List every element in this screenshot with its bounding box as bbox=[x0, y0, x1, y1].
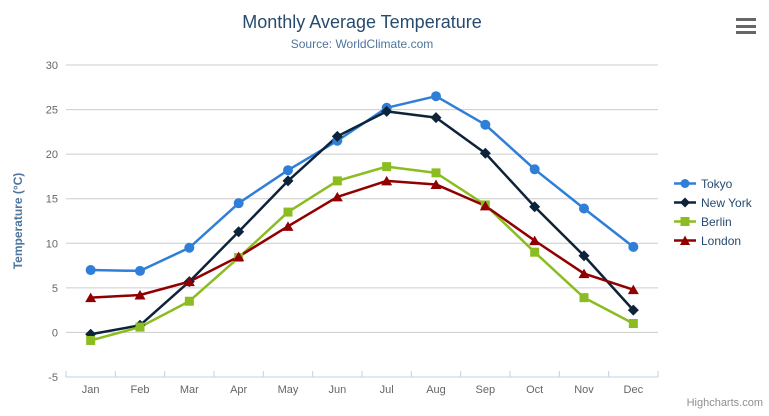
marker-london[interactable] bbox=[381, 175, 393, 186]
x-tick-label: Nov bbox=[574, 384, 594, 396]
marker-london[interactable] bbox=[282, 221, 294, 231]
marker-tokyo[interactable] bbox=[85, 265, 96, 276]
marker-berlin[interactable] bbox=[382, 162, 392, 172]
marker-berlin[interactable] bbox=[283, 207, 293, 217]
marker-new-york[interactable] bbox=[282, 175, 294, 187]
x-tick-label: Apr bbox=[230, 384, 247, 396]
legend-item-london[interactable]: London bbox=[674, 231, 752, 250]
marker-london[interactable] bbox=[233, 251, 245, 262]
marker-london[interactable] bbox=[430, 179, 442, 189]
x-tick-label: Dec bbox=[624, 384, 644, 396]
x-tick-label: Jan bbox=[82, 384, 100, 396]
legend-item-tokyo[interactable]: Tokyo bbox=[674, 174, 752, 193]
series-line-berlin[interactable] bbox=[89, 165, 635, 342]
marker-new-york[interactable] bbox=[627, 304, 639, 316]
marker-berlin[interactable] bbox=[628, 319, 638, 329]
marker-tokyo[interactable] bbox=[135, 265, 145, 276]
marker-berlin[interactable] bbox=[184, 296, 194, 306]
x-tick-label: Feb bbox=[131, 384, 150, 396]
y-tick-label: 5 bbox=[52, 283, 58, 295]
legend-symbol-circle-icon bbox=[674, 179, 696, 188]
y-tick-label: 15 bbox=[46, 194, 58, 206]
hamburger-icon bbox=[736, 18, 756, 21]
marker-london[interactable] bbox=[529, 235, 541, 246]
legend-label: New York bbox=[701, 195, 752, 210]
x-tick-label: Sep bbox=[476, 384, 496, 396]
x-tick-label: Aug bbox=[426, 384, 446, 396]
marker-berlin[interactable] bbox=[431, 168, 441, 178]
marker-new-york[interactable] bbox=[430, 112, 442, 124]
x-tick-label: Oct bbox=[526, 384, 543, 396]
y-tick-label: 25 bbox=[46, 105, 58, 117]
marker-new-york[interactable] bbox=[233, 226, 245, 238]
y-axis-title: Temperature (°C) bbox=[11, 172, 25, 270]
marker-tokyo[interactable] bbox=[529, 164, 540, 175]
legend-label: London bbox=[701, 233, 742, 248]
marker-tokyo[interactable] bbox=[283, 165, 293, 176]
marker-berlin[interactable] bbox=[86, 335, 96, 345]
marker-tokyo[interactable] bbox=[628, 241, 639, 252]
x-tick-label: Mar bbox=[180, 384, 199, 396]
x-tick-label: Jun bbox=[328, 384, 346, 396]
y-tick-label: 0 bbox=[52, 327, 58, 339]
series-line-tokyo[interactable] bbox=[89, 94, 635, 273]
legend-item-berlin[interactable]: Berlin bbox=[674, 212, 752, 231]
chart-subtitle: Source: WorldClimate.com bbox=[290, 37, 434, 51]
marker-london[interactable] bbox=[331, 191, 343, 202]
credits-link[interactable]: Highcharts.com bbox=[686, 397, 763, 409]
legend-label: Tokyo bbox=[701, 176, 733, 191]
y-tick-label: 30 bbox=[46, 60, 58, 72]
marker-tokyo[interactable] bbox=[233, 198, 244, 209]
marker-berlin[interactable] bbox=[135, 322, 145, 332]
marker-new-york[interactable] bbox=[578, 250, 590, 262]
marker-new-york[interactable] bbox=[331, 130, 343, 142]
marker-berlin[interactable] bbox=[579, 293, 589, 303]
legend-symbol-diamond-icon bbox=[674, 197, 696, 208]
y-tick-label: -5 bbox=[48, 372, 58, 384]
legend-symbol-square-icon bbox=[674, 217, 696, 226]
marker-london[interactable] bbox=[134, 289, 146, 300]
marker-tokyo[interactable] bbox=[184, 242, 195, 253]
marker-new-york[interactable] bbox=[479, 147, 491, 159]
marker-tokyo[interactable] bbox=[480, 119, 491, 130]
series-line-new-york[interactable] bbox=[89, 110, 635, 336]
legend-label: Berlin bbox=[701, 214, 732, 229]
x-tick-label: Jul bbox=[380, 384, 394, 396]
marker-london[interactable] bbox=[85, 292, 97, 303]
chart-title: Monthly Average Temperature bbox=[242, 12, 482, 32]
series-line-london[interactable] bbox=[89, 179, 635, 299]
marker-new-york[interactable] bbox=[529, 201, 541, 213]
y-tick-label: 10 bbox=[46, 238, 58, 250]
marker-tokyo[interactable] bbox=[579, 203, 589, 214]
y-tick-label: 20 bbox=[46, 149, 58, 161]
legend: Tokyo New York Berlin London bbox=[674, 174, 752, 250]
marker-london[interactable] bbox=[479, 200, 491, 211]
marker-berlin[interactable] bbox=[530, 247, 540, 257]
marker-berlin[interactable] bbox=[332, 176, 342, 186]
hamburger-icon bbox=[736, 31, 756, 34]
marker-new-york[interactable] bbox=[381, 105, 393, 117]
marker-tokyo[interactable] bbox=[431, 91, 441, 102]
legend-item-new-york[interactable]: New York bbox=[674, 193, 752, 212]
export-menu-button[interactable] bbox=[734, 16, 758, 36]
marker-london[interactable] bbox=[627, 284, 639, 295]
x-tick-label: May bbox=[278, 384, 299, 396]
marker-london[interactable] bbox=[183, 276, 195, 287]
hamburger-icon bbox=[736, 24, 756, 28]
legend-symbol-triangle-icon bbox=[674, 235, 696, 245]
marker-london[interactable] bbox=[578, 268, 590, 279]
